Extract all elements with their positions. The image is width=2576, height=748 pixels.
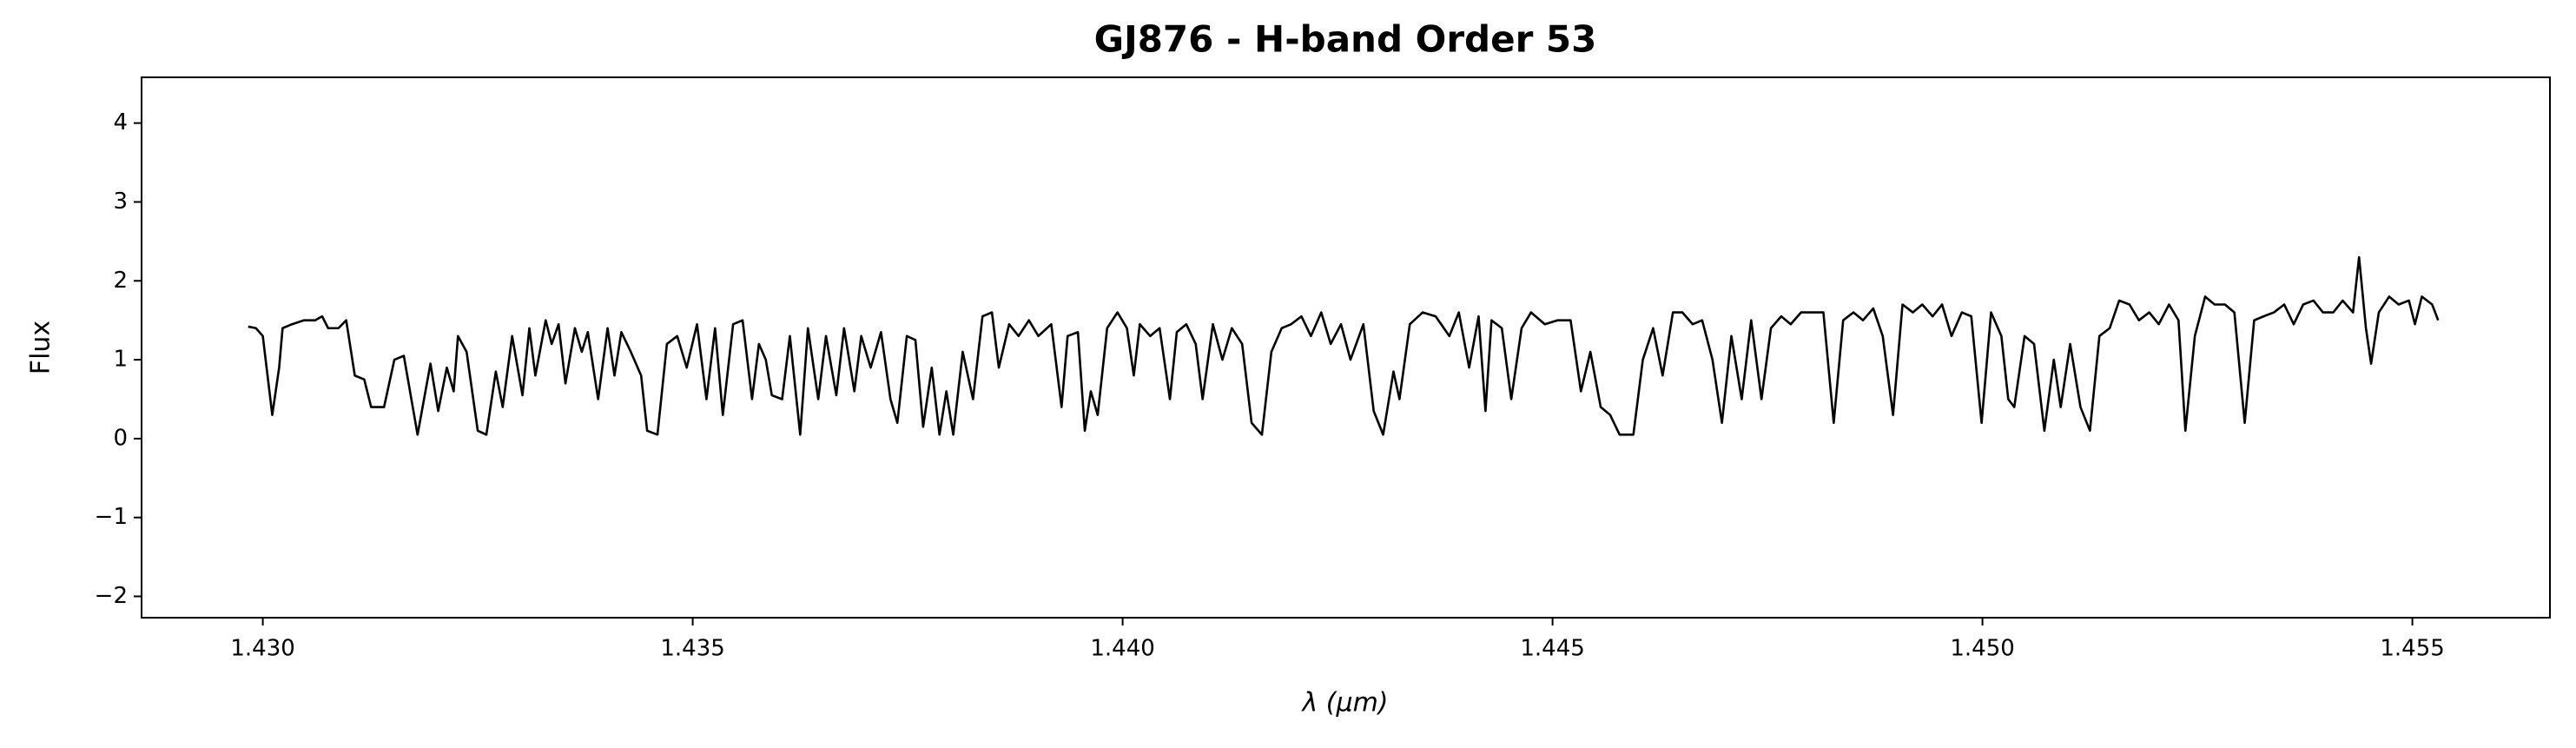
x-tick-label: 1.450 — [1950, 636, 2014, 662]
y-tick-label: 1 — [113, 347, 128, 373]
y-axis-label: Flux — [26, 321, 56, 374]
y-tick-label: −2 — [95, 583, 128, 609]
spectrum-line — [248, 255, 2440, 436]
x-axis-label: λ (μm) — [1300, 688, 1388, 718]
chart-title: GJ876 - H-band Order 53 — [1094, 18, 1597, 61]
y-tick-label: −1 — [95, 504, 128, 530]
y-tick-label: 4 — [113, 109, 128, 136]
y-tick-label: 3 — [113, 189, 128, 215]
plot-frame — [141, 76, 2551, 619]
x-tick-label: 1.435 — [660, 636, 724, 662]
x-tick-label: 1.440 — [1090, 636, 1154, 662]
x-tick-label: 1.430 — [230, 636, 294, 662]
x-tick-label: 1.445 — [1520, 636, 1584, 662]
x-tick-label: 1.455 — [2380, 636, 2444, 662]
y-tick-label: 2 — [113, 268, 128, 294]
y-tick-label: 0 — [113, 425, 128, 451]
